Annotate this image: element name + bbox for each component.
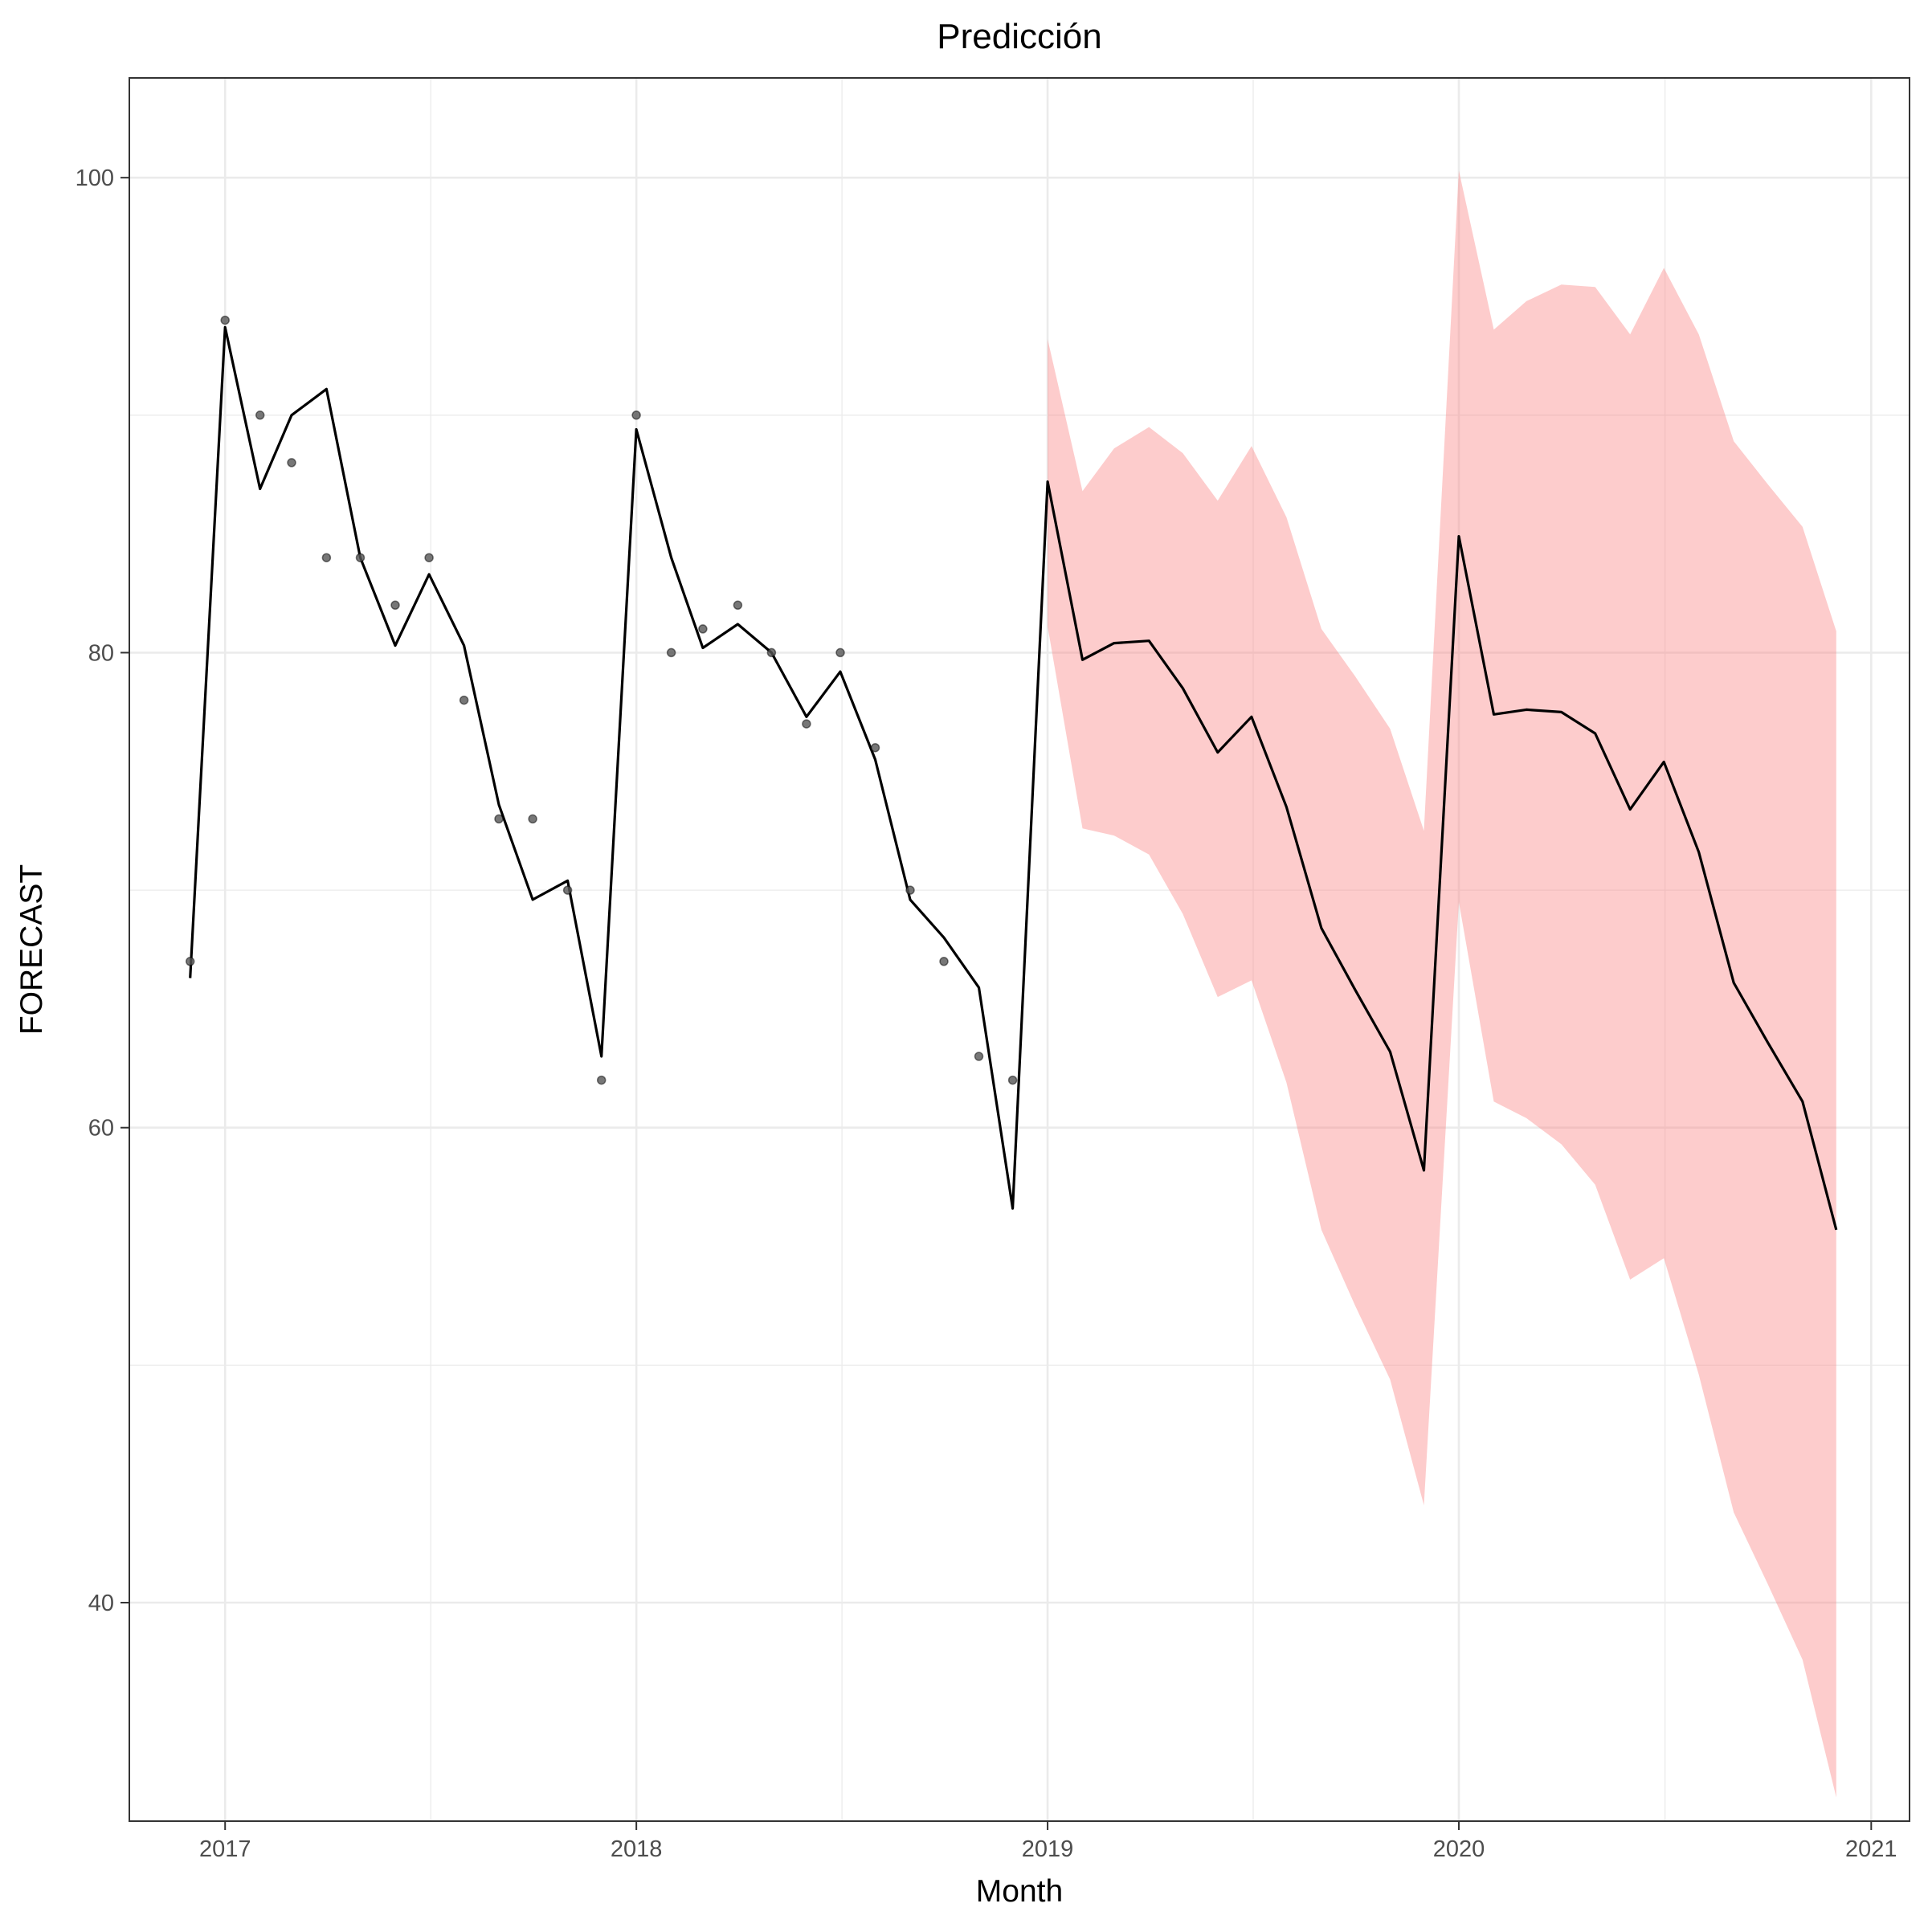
panel-border <box>129 77 1910 1822</box>
panel-background <box>129 78 1910 1821</box>
y-tick-label: 100 <box>76 165 114 191</box>
observed-point <box>974 1052 984 1061</box>
observed-point <box>255 410 265 420</box>
chart-title: Predicción <box>937 17 1101 56</box>
observed-point <box>390 600 400 611</box>
observed-point <box>528 814 537 824</box>
observed-points-layer <box>185 315 1018 1085</box>
prediction-interval-layer <box>1048 170 1836 1798</box>
observed-point <box>631 410 641 420</box>
observed-point <box>905 885 915 895</box>
grid-lines <box>129 78 1910 1821</box>
x-tick-label: 2018 <box>611 1836 663 1862</box>
x-tick-label: 2020 <box>1433 1836 1485 1862</box>
x-axis-title: Month <box>976 1874 1063 1909</box>
y-tick-label: 40 <box>88 1591 114 1616</box>
axis-ticks: 2017 2018 2019 2020 2021 40 60 80 100 <box>76 165 1897 1862</box>
observed-point <box>185 957 195 966</box>
observed-point <box>733 600 743 611</box>
x-tick-label: 2017 <box>199 1836 251 1862</box>
observed-point <box>424 553 434 562</box>
forecast-line <box>189 325 1838 1231</box>
observed-point <box>939 957 949 966</box>
observed-point <box>766 647 777 658</box>
observed-point <box>802 719 811 729</box>
observed-point <box>1007 1075 1018 1085</box>
observed-point <box>666 647 676 658</box>
y-axis-title: FORECAST <box>14 864 49 1035</box>
observed-point <box>698 624 708 634</box>
observed-point <box>835 647 845 658</box>
x-tick-label: 2019 <box>1022 1836 1074 1862</box>
x-tick-label: 2021 <box>1845 1836 1897 1862</box>
observed-point <box>562 885 573 895</box>
forecast-line-layer <box>189 325 1838 1231</box>
observed-point <box>220 315 230 325</box>
y-tick-label: 60 <box>88 1116 114 1142</box>
observed-point <box>287 458 296 468</box>
prediction-interval-band <box>1048 170 1836 1798</box>
observed-point <box>494 814 504 824</box>
y-tick-label: 80 <box>88 640 114 666</box>
observed-point <box>355 553 366 562</box>
observed-point <box>870 742 880 753</box>
observed-point <box>596 1075 607 1085</box>
observed-point <box>459 695 469 705</box>
observed-point <box>321 553 332 562</box>
